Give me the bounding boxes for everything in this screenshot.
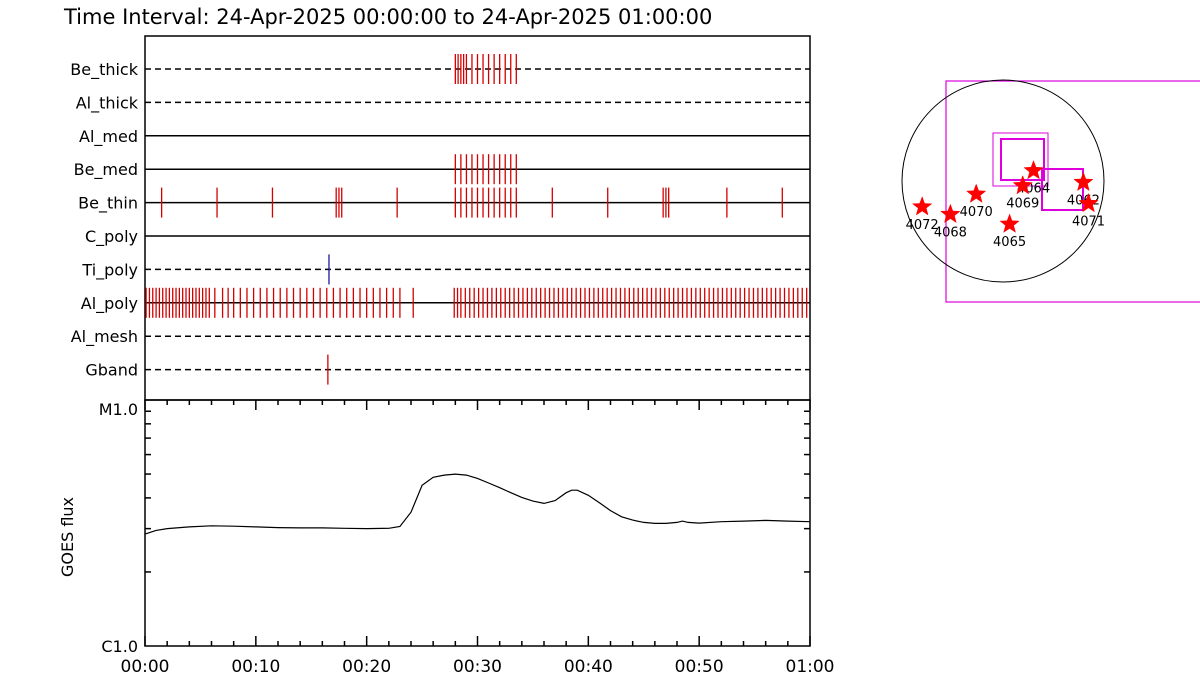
goes-flux-line	[144, 473, 811, 535]
channel-label: Be_thick	[70, 60, 138, 80]
solar-disk-map: 40644062406940704072406840654071	[901, 79, 1200, 303]
solar-limb	[901, 79, 1105, 283]
timeline-panel: Be_thick Al_thick Al_med Be_med Be_thin C_pol…	[70, 35, 811, 401]
x-tick-label: 00:50	[675, 657, 724, 677]
channel-label: Gband	[85, 361, 138, 380]
y-axis-label: GOES flux	[58, 497, 77, 577]
region-star	[1078, 192, 1099, 213]
figure-title: Time Interval: 24-Apr-2025 00:00:00 to 2…	[63, 5, 712, 29]
x-tick-label: 00:40	[564, 657, 613, 677]
channel-label: Al_thick	[76, 93, 139, 113]
region-label: 4072	[906, 218, 939, 233]
y-tick-label: M1.0	[99, 400, 138, 419]
x-tick-label: 01:00	[786, 657, 835, 677]
channel-label: Al_poly	[81, 294, 138, 314]
channel-label: Al_med	[79, 127, 138, 147]
region-star	[940, 203, 961, 224]
region-star	[1012, 174, 1033, 195]
channel-label: C_poly	[85, 227, 138, 247]
region-label: 4070	[960, 205, 993, 220]
timeline-frame	[144, 35, 811, 401]
y-tick-label: C1.0	[101, 637, 138, 656]
region-label: 4071	[1072, 215, 1105, 230]
fov-box	[945, 80, 1200, 303]
region-label: 4065	[993, 235, 1026, 250]
region-star	[1073, 171, 1094, 192]
channel-label: Ti_poly	[81, 260, 138, 280]
x-tick-label: 00:30	[453, 657, 502, 677]
channel-label: Be_med	[74, 160, 138, 180]
region-label: 4068	[934, 225, 967, 240]
region-label: 4069	[1006, 197, 1039, 212]
channel-label: Al_mesh	[71, 327, 138, 347]
region-star	[1023, 159, 1044, 180]
channel-label: Be_thin	[78, 194, 138, 214]
x-tick-label: 00:10	[231, 657, 280, 677]
goes-panel: 00:00 00:10 00:20 00:30 00:40 00:50 01:00 M1.0 C…	[58, 399, 835, 677]
x-tick-label: 00:20	[342, 657, 391, 677]
region-star	[999, 213, 1020, 233]
fov-box	[1041, 168, 1084, 211]
x-tick-label: 00:00	[121, 657, 170, 677]
region-star	[966, 183, 987, 203]
region-star	[911, 196, 933, 216]
